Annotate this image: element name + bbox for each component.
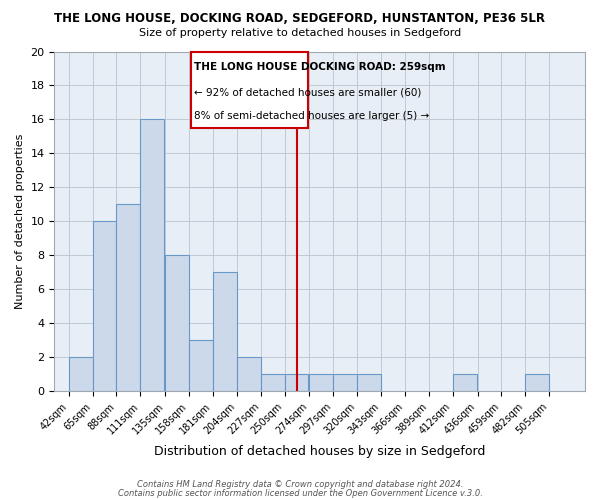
Text: Contains public sector information licensed under the Open Government Licence v.: Contains public sector information licen… [118,489,482,498]
Text: ← 92% of detached houses are smaller (60): ← 92% of detached houses are smaller (60… [194,87,421,97]
Bar [116,204,140,392]
Bar [165,256,189,392]
Bar [237,358,261,392]
Bar [69,358,92,392]
Bar [261,374,284,392]
Bar [452,374,476,392]
Text: THE LONG HOUSE DOCKING ROAD: 259sqm: THE LONG HOUSE DOCKING ROAD: 259sqm [194,62,445,72]
Text: THE LONG HOUSE, DOCKING ROAD, SEDGEFORD, HUNSTANTON, PE36 5LR: THE LONG HOUSE, DOCKING ROAD, SEDGEFORD,… [55,12,545,26]
Bar [284,374,308,392]
Bar [526,374,549,392]
Bar [310,374,334,392]
Text: Contains HM Land Registry data © Crown copyright and database right 2024.: Contains HM Land Registry data © Crown c… [137,480,463,489]
Bar [334,374,357,392]
Bar [140,120,164,392]
Bar [92,222,116,392]
X-axis label: Distribution of detached houses by size in Sedgeford: Distribution of detached houses by size … [154,444,485,458]
Text: 8% of semi-detached houses are larger (5) →: 8% of semi-detached houses are larger (5… [194,111,429,121]
Bar [213,272,237,392]
Y-axis label: Number of detached properties: Number of detached properties [15,134,25,309]
FancyBboxPatch shape [191,52,308,128]
Bar [357,374,381,392]
Bar [189,340,213,392]
Text: Size of property relative to detached houses in Sedgeford: Size of property relative to detached ho… [139,28,461,38]
